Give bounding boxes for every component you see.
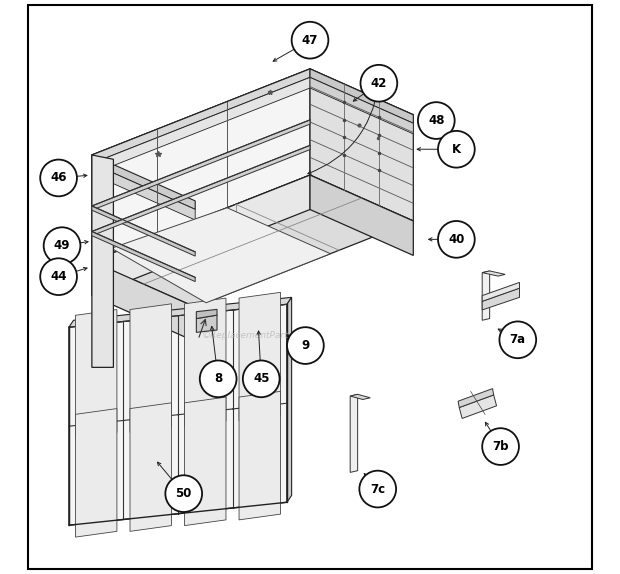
Circle shape	[360, 65, 397, 102]
Polygon shape	[459, 395, 497, 418]
Polygon shape	[350, 394, 370, 400]
Polygon shape	[69, 304, 287, 525]
Text: 46: 46	[50, 172, 67, 184]
Polygon shape	[130, 403, 172, 532]
Polygon shape	[92, 164, 195, 220]
Polygon shape	[185, 298, 226, 426]
Text: 49: 49	[54, 239, 70, 252]
Polygon shape	[92, 155, 113, 367]
Polygon shape	[92, 69, 310, 261]
Circle shape	[40, 258, 77, 295]
Text: 50: 50	[175, 487, 192, 500]
Polygon shape	[92, 175, 414, 307]
Polygon shape	[350, 394, 358, 472]
Polygon shape	[482, 271, 505, 276]
Polygon shape	[287, 297, 291, 502]
Text: 7a: 7a	[510, 333, 526, 346]
Polygon shape	[482, 288, 520, 310]
Polygon shape	[92, 77, 310, 174]
Text: 45: 45	[253, 373, 270, 385]
Polygon shape	[92, 261, 195, 342]
Text: 7b: 7b	[492, 440, 509, 453]
Circle shape	[500, 321, 536, 358]
Polygon shape	[185, 397, 226, 526]
Polygon shape	[92, 155, 195, 210]
Circle shape	[418, 102, 454, 139]
Polygon shape	[310, 69, 414, 221]
Text: K: K	[452, 143, 461, 156]
Circle shape	[482, 428, 519, 465]
Text: 47: 47	[302, 34, 318, 46]
Polygon shape	[310, 175, 414, 255]
Circle shape	[438, 221, 475, 258]
Polygon shape	[482, 271, 490, 320]
Polygon shape	[239, 391, 280, 520]
Polygon shape	[310, 77, 414, 134]
Polygon shape	[458, 389, 494, 408]
Circle shape	[287, 327, 324, 364]
Text: 42: 42	[371, 77, 387, 90]
Circle shape	[43, 227, 81, 264]
Polygon shape	[92, 231, 195, 282]
Circle shape	[243, 360, 280, 397]
Polygon shape	[92, 69, 310, 164]
Polygon shape	[239, 292, 280, 421]
Polygon shape	[92, 206, 195, 256]
Polygon shape	[197, 315, 217, 332]
Polygon shape	[92, 155, 195, 307]
Text: ©ReplacementParts.com: ©ReplacementParts.com	[202, 331, 315, 340]
Circle shape	[360, 471, 396, 507]
Text: 8: 8	[214, 373, 223, 385]
Circle shape	[200, 360, 236, 397]
Text: 9: 9	[301, 339, 309, 352]
Polygon shape	[92, 175, 310, 296]
Text: 48: 48	[428, 114, 445, 127]
Polygon shape	[482, 282, 520, 301]
Polygon shape	[92, 145, 310, 236]
Polygon shape	[69, 297, 291, 327]
Polygon shape	[92, 69, 414, 201]
Polygon shape	[197, 309, 217, 319]
Polygon shape	[76, 409, 117, 537]
Circle shape	[291, 22, 329, 59]
Text: 7c: 7c	[370, 483, 385, 495]
Circle shape	[438, 131, 475, 168]
Polygon shape	[130, 304, 172, 432]
Text: 44: 44	[50, 270, 67, 283]
Polygon shape	[112, 208, 330, 303]
Polygon shape	[310, 69, 414, 123]
Circle shape	[166, 475, 202, 512]
Polygon shape	[76, 309, 117, 438]
Circle shape	[40, 160, 77, 196]
Text: 40: 40	[448, 233, 464, 246]
Polygon shape	[92, 120, 310, 210]
